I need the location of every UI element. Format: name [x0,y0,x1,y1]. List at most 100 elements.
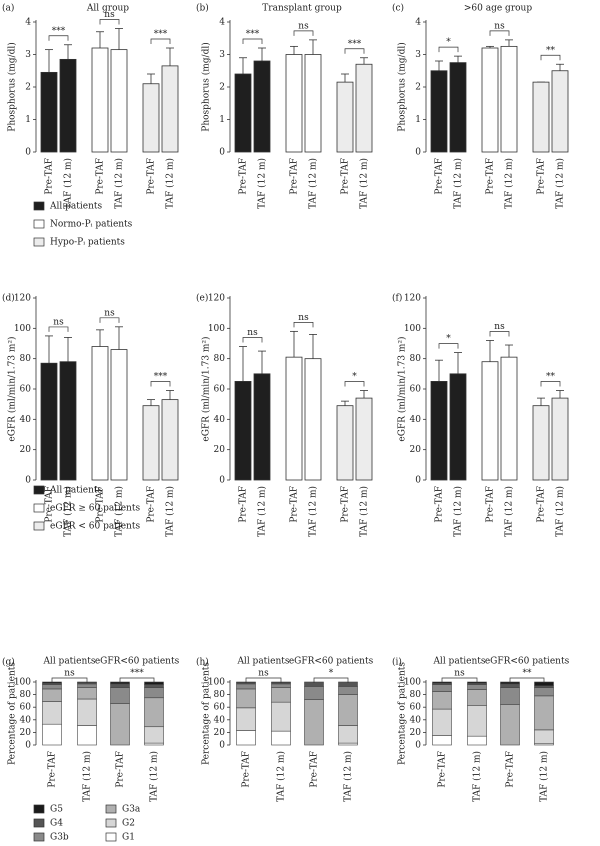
y-tick-label: 3 [415,50,421,60]
significance-bracket [540,381,561,387]
x-tick-label: TAF (12 m) [308,158,319,209]
y-tick-label: 20 [20,728,32,738]
y-axis-label: eGFR (ml/min/1.73 m²) [397,336,408,441]
significance-bracket [441,677,478,683]
panel-label: (i) [392,657,402,668]
bar [449,373,467,481]
x-tick-label: Pre-TAF [486,486,496,523]
bar-segment [338,686,358,695]
bar [532,81,550,153]
bar-segment [271,730,291,746]
y-tick-label: 40 [410,415,422,425]
y-tick-label: 20 [214,445,226,455]
y-tick-label: 3 [25,50,31,60]
legend-swatch [105,818,117,828]
bar [110,49,128,153]
y-tick-label: 40 [214,415,226,425]
bar [59,361,77,481]
significance-bracket [150,38,171,44]
y-tick-label: 0 [25,476,31,486]
significance-label: ** [546,372,556,382]
y-tick-label: 100 [14,678,31,688]
bar [551,397,569,481]
bar [234,73,252,153]
y-tick-label: 0 [25,741,31,751]
significance-bracket [293,30,314,36]
y-tick-label: 40 [20,715,32,725]
bar-segment [467,735,487,746]
x-tick-label: Pre-TAF [486,158,496,195]
bar-segment [77,698,97,726]
bar [253,373,271,481]
legend-label: G3a [122,805,141,815]
bar [304,358,322,481]
legend-label: G1 [122,833,135,843]
significance-label: * [446,38,451,48]
x-tick-label: TAF (12 m) [453,158,464,209]
y-tick-label: 2 [219,83,225,93]
legend-label: G3b [50,833,69,843]
y-tick-label: 20 [410,728,422,738]
bar-segment [110,683,130,688]
y-tick-label: 80 [410,690,422,700]
y-tick-label: 4 [415,18,421,28]
x-tick-label: TAF (12 m) [343,751,354,802]
bar [142,83,160,153]
bar-segment [236,683,256,690]
significance-bracket [313,677,349,683]
significance-bracket [489,331,510,337]
significance-label: ns [298,21,309,31]
x-tick-label: TAF (12 m) [276,751,287,802]
legend-swatch [33,237,45,247]
panel-label: (g) [2,657,15,668]
x-tick-label: TAF (12 m) [504,486,515,537]
bar-segment [77,683,97,688]
bar-segment [432,691,452,710]
bar-segment [236,730,256,746]
significance-label: *** [130,669,144,679]
y-tick-label: 40 [410,715,422,725]
x-tick-label: TAF (12 m) [257,158,268,209]
significance-label: ns [104,10,115,20]
y-tick-label: 20 [410,445,422,455]
y-tick-label: 100 [404,678,421,688]
bar [500,45,518,153]
x-tick-label: Pre-TAF [290,486,300,523]
bar [40,71,58,153]
bar [285,54,303,153]
y-tick-label: 1 [415,115,421,125]
y-tick-label: 20 [214,728,226,738]
bar [40,362,58,481]
significance-bracket [344,381,365,387]
y-tick-label: 20 [20,445,32,455]
y-tick-label: 0 [219,148,225,158]
significance-bracket [242,337,263,343]
y-tick-label: 120 [208,294,225,304]
significance-bracket [293,322,314,328]
bar-segment [432,735,452,746]
significance-label: *** [154,372,168,382]
bar [430,70,448,153]
significance-label: *** [154,30,168,40]
x-tick-label: Pre-TAF [506,751,516,788]
bar-segment [271,687,291,703]
x-tick-label: Pre-TAF [435,486,445,523]
bar [285,356,303,481]
bar-segment [500,683,520,688]
bar-segment [42,701,62,725]
legend-label: G4 [50,819,63,829]
y-tick-label: 40 [20,415,32,425]
x-tick-label: Pre-TAF [48,751,58,788]
y-axis-label: Percentage of patients [8,662,18,765]
significance-bracket [51,677,88,683]
y-tick-label: 100 [208,678,225,688]
significance-bracket [344,48,365,54]
significance-label: ns [454,669,465,679]
bar [161,399,179,481]
panel-label: (f) [392,293,402,304]
bar-segment [236,688,256,709]
x-tick-label: TAF (12 m) [82,751,93,802]
bar [59,58,77,153]
significance-label: ns [258,669,269,679]
y-tick-label: 100 [14,324,31,334]
